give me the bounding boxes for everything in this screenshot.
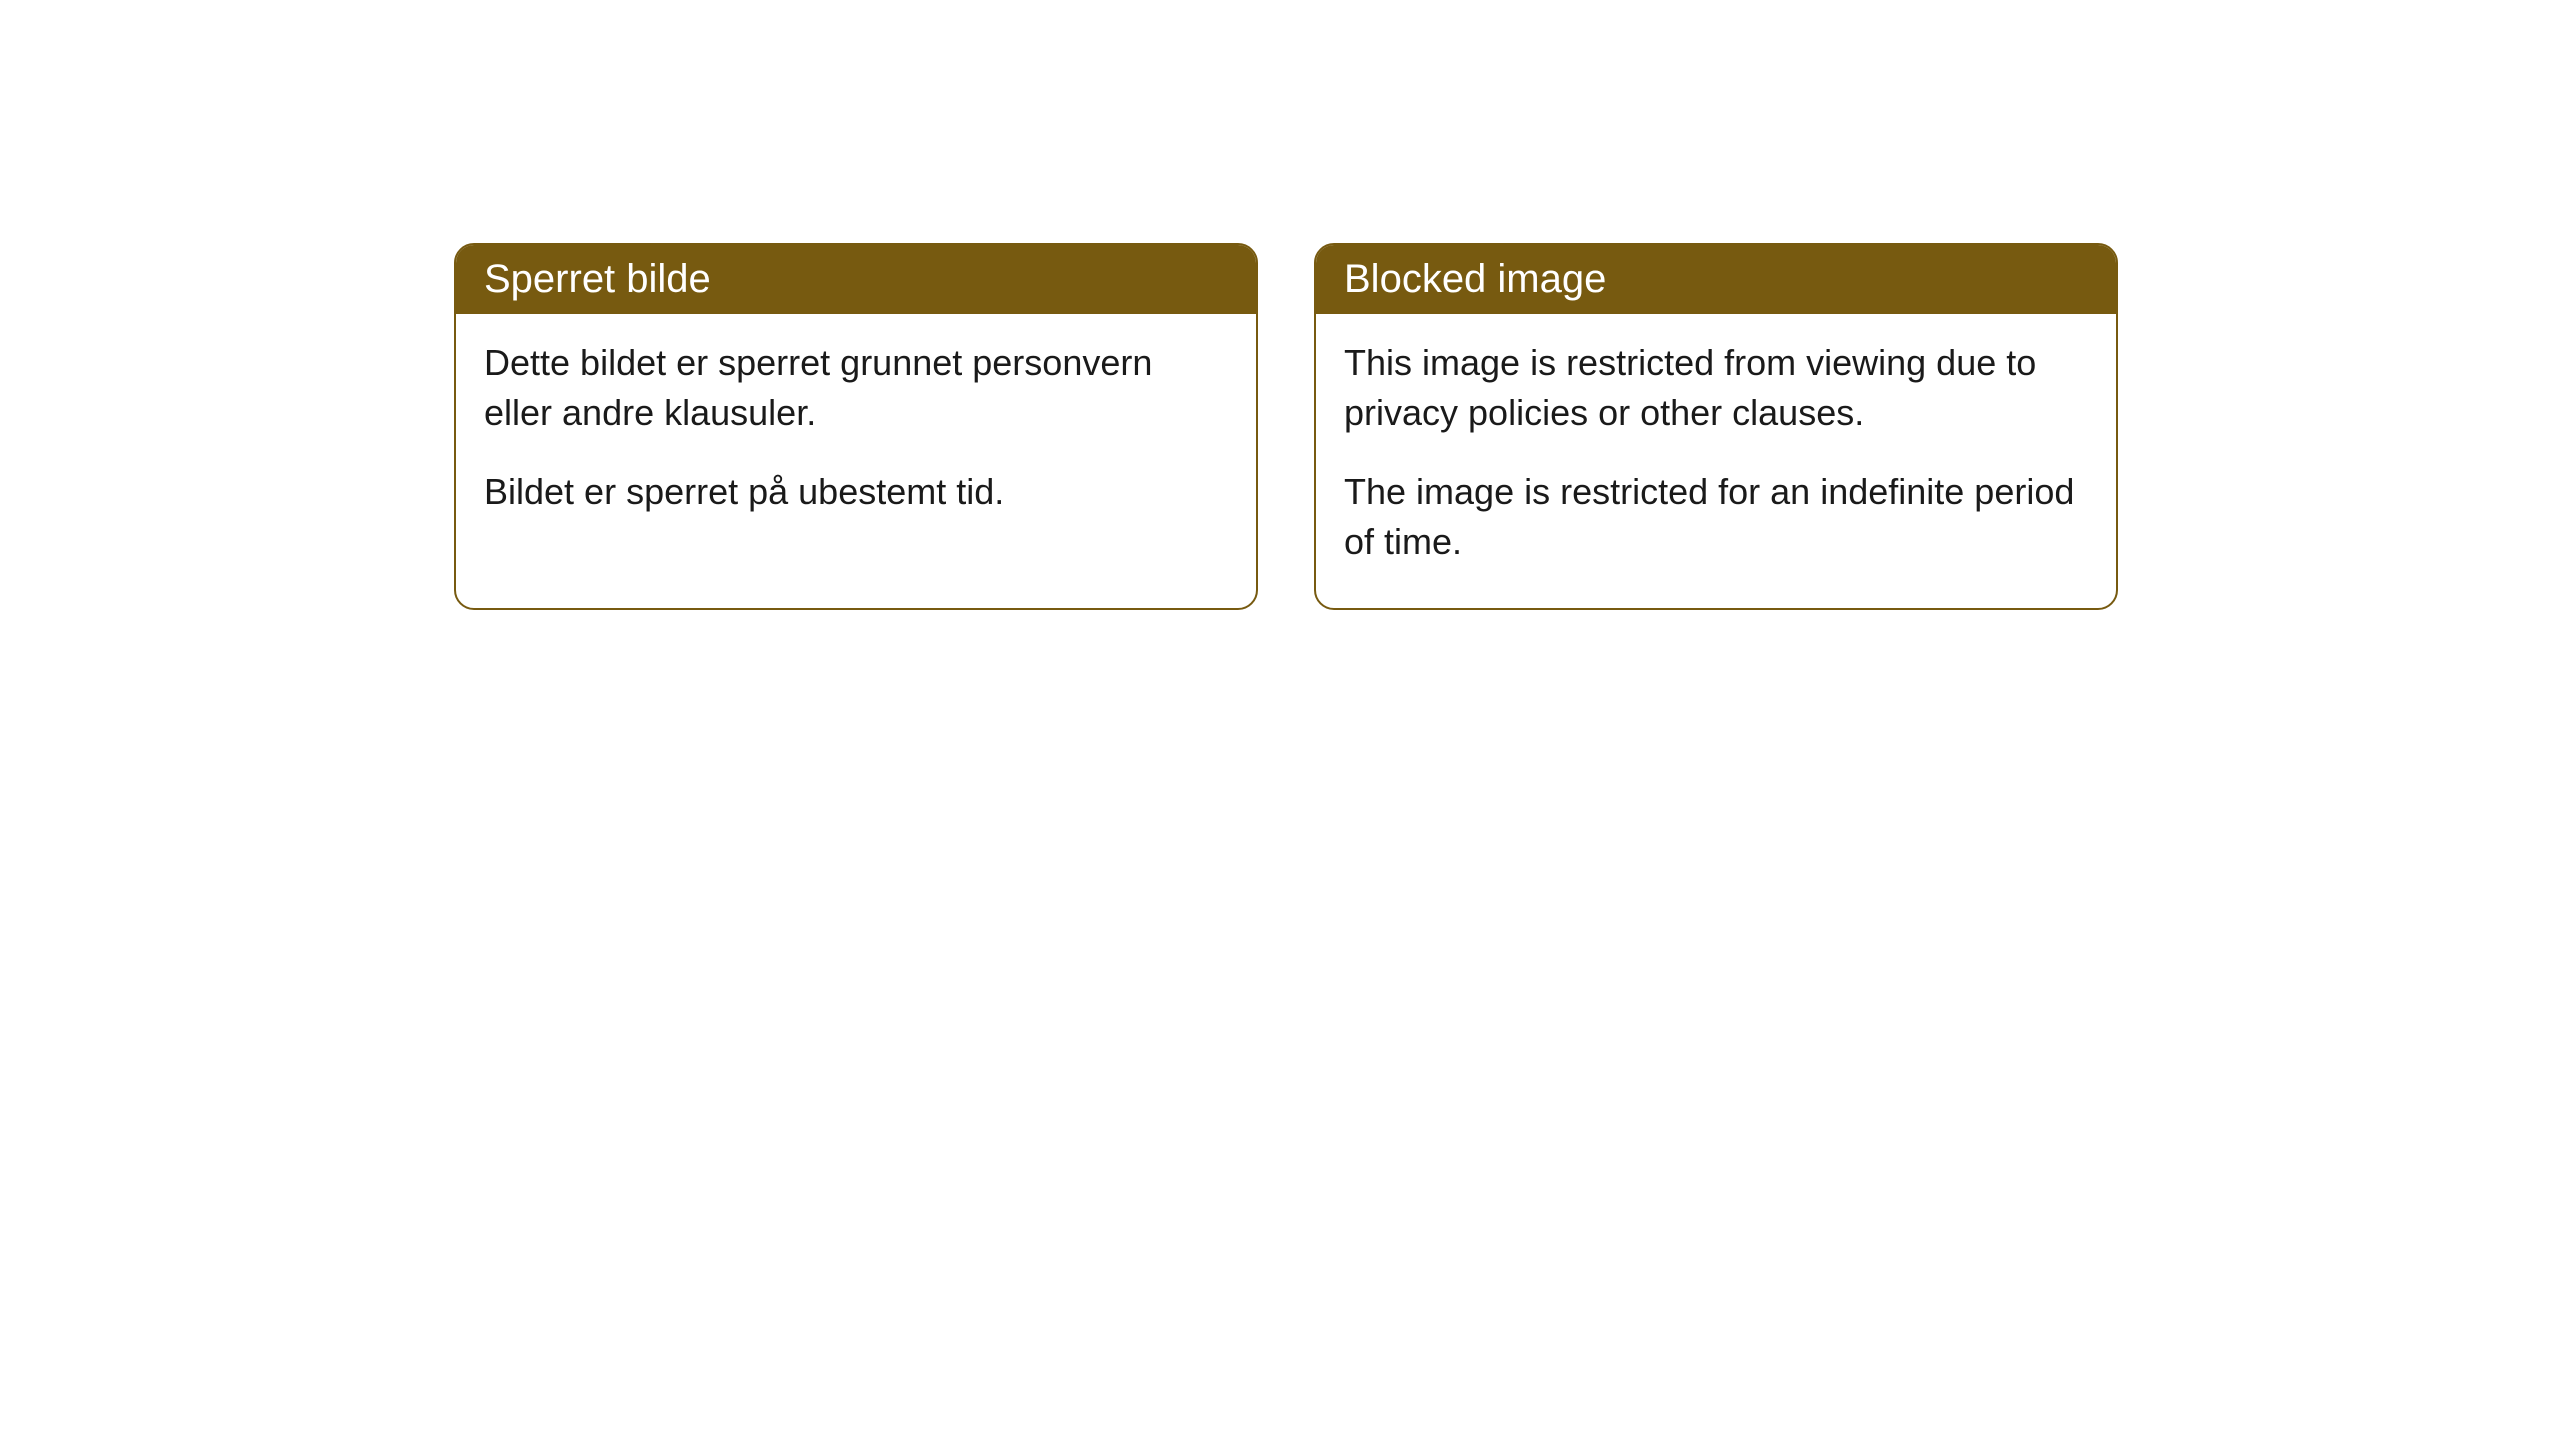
card-header: Sperret bilde [456,245,1256,314]
card-body: This image is restricted from viewing du… [1316,314,2116,608]
card-body: Dette bildet er sperret grunnet personve… [456,314,1256,557]
card-title: Sperret bilde [484,257,711,301]
notice-card-norwegian: Sperret bilde Dette bildet er sperret gr… [454,243,1258,610]
card-paragraph: This image is restricted from viewing du… [1344,338,2088,439]
card-paragraph: Bildet er sperret på ubestemt tid. [484,467,1228,517]
notice-card-english: Blocked image This image is restricted f… [1314,243,2118,610]
card-paragraph: The image is restricted for an indefinit… [1344,467,2088,568]
card-header: Blocked image [1316,245,2116,314]
card-paragraph: Dette bildet er sperret grunnet personve… [484,338,1228,439]
notice-container: Sperret bilde Dette bildet er sperret gr… [454,243,2118,610]
card-title: Blocked image [1344,257,1606,301]
